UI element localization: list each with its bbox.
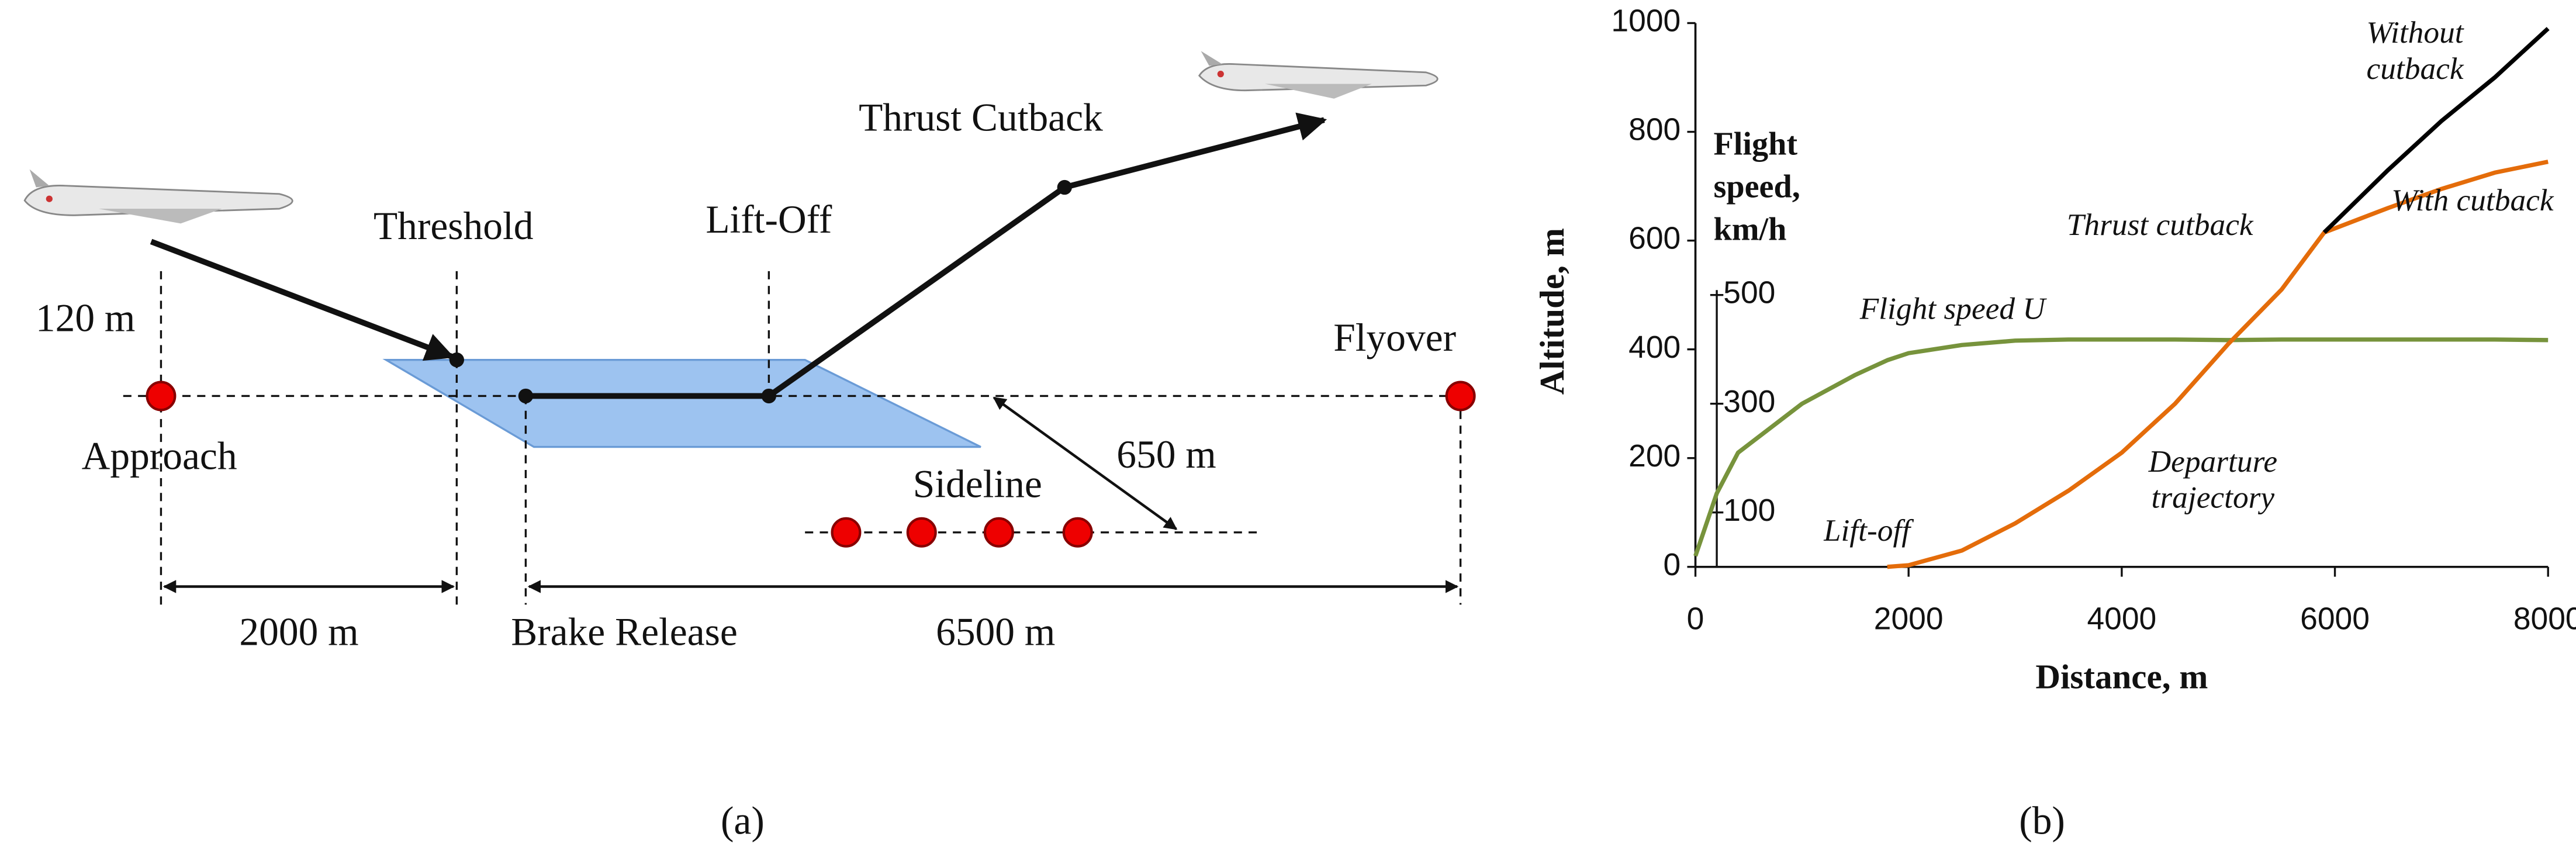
annotation-box: Lift-off: [1823, 514, 1911, 549]
label: Threshold: [374, 204, 533, 248]
x-tick-label: 0: [1687, 602, 1704, 637]
line-series: [1887, 160, 2549, 569]
x-tick-label: 4000: [2087, 602, 2156, 637]
label: 2000 m: [239, 610, 358, 653]
series-label-box: Without cutback: [2366, 16, 2464, 87]
y-tick-label: 400: [1628, 330, 1681, 365]
label: 6500 m: [936, 610, 1055, 653]
y-axis-label: Altitude, m: [1533, 228, 1571, 395]
y2-tick-label: 300: [1723, 385, 1775, 419]
label: 650 m: [1116, 433, 1216, 476]
series-label-box: Flight speed U: [1859, 292, 2046, 327]
caption: (b): [2019, 799, 2065, 843]
label: Brake Release: [511, 610, 738, 653]
label: Lift-Off: [706, 198, 832, 241]
label: Sideline: [913, 462, 1042, 506]
y-tick-label: 1000: [1611, 4, 1681, 39]
series-label-box: With cutback: [2391, 184, 2554, 219]
x-tick-label: 2000: [1874, 602, 1944, 637]
x-tick-label: 8000: [2513, 602, 2576, 637]
series-label: With cutback: [2391, 184, 2554, 219]
y2-tick-label: 500: [1723, 276, 1775, 310]
guide-lines: [123, 271, 1462, 605]
airplane-icon: [23, 169, 293, 224]
label: Thrust Cutback: [859, 96, 1103, 140]
y-tick-label: 600: [1628, 222, 1681, 256]
label: Approach: [82, 434, 237, 478]
line-series: [1693, 337, 2549, 557]
flight-path: [150, 112, 1327, 399]
annotation: Departure trajectory: [2148, 445, 2278, 516]
y-tick-label: 200: [1628, 439, 1681, 473]
series-label: Flight speed U: [1859, 292, 2046, 327]
chart: 0 200 400 600 800 1000 0 2000 4000 6000 8000 100 300…: [1533, 4, 2576, 843]
y2-axis-label: Flight speed, km/h: [1713, 126, 1800, 248]
y-tick-label: 800: [1628, 113, 1681, 147]
y2-tick-label: 100: [1723, 493, 1775, 528]
path-points: [449, 179, 1072, 404]
label: Flyover: [1333, 316, 1456, 359]
x-tick-label: 6000: [2300, 602, 2370, 637]
dimension-arrows: [162, 396, 1459, 593]
y-tick-label: 0: [1664, 548, 1681, 582]
series-label: Without cutback: [2366, 16, 2464, 87]
annotation: Lift-off: [1823, 514, 1911, 549]
label: 120 m: [36, 296, 135, 340]
measurement-point: [146, 381, 1476, 548]
airplane-icon: [1198, 51, 1439, 99]
runway: [382, 358, 981, 448]
caption: (a): [721, 799, 765, 843]
x-axis-label: Distance, m: [2035, 657, 2208, 696]
y2-axis-label-box: Flight speed, km/h: [1713, 126, 1800, 248]
annotation-box: Departure trajectory: [2148, 445, 2278, 516]
line-series: [2322, 27, 2550, 234]
annotation-box: Thrust cutback: [2066, 209, 2253, 244]
annotation: Thrust cutback: [2066, 209, 2253, 244]
diagram: Thrust Cutback Threshold Lift-Off 120 m …: [23, 51, 1476, 843]
